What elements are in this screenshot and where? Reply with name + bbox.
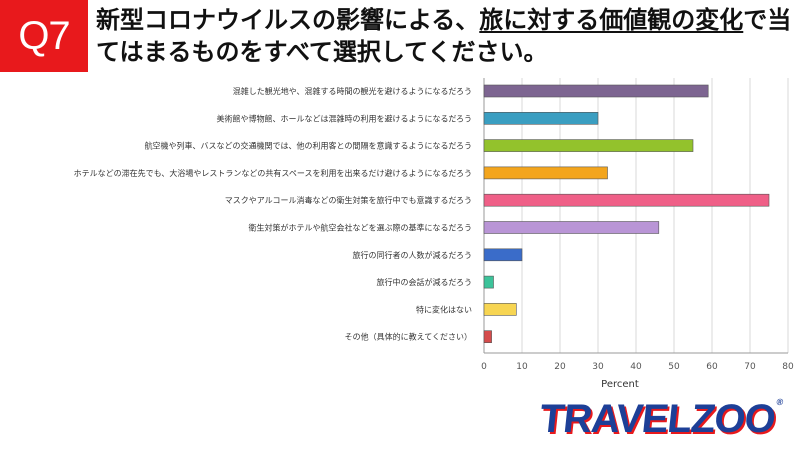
category-label: 特に変化はない	[416, 304, 472, 314]
x-tick-label: 40	[630, 362, 642, 372]
category-label: 衛生対策がホテルや航空会社などを選ぶ際の基準になるだろう	[248, 223, 472, 233]
page-title: 新型コロナウイルスの影響による、旅に対する価値観の変化で当てはまるものをすべて選…	[96, 4, 796, 68]
category-label: 美術館や博物館、ホールなどは混雑時の利用を避けるようになるだろう	[216, 113, 472, 123]
x-tick-label: 60	[706, 362, 718, 372]
bar	[483, 330, 492, 343]
x-tick-label: 20	[554, 362, 566, 372]
category-label: 旅行の同行者の人数が減るだろう	[352, 250, 472, 260]
bar	[483, 139, 694, 152]
title-part-3: で当てはまるものをすべて選択してください。	[96, 6, 792, 66]
category-label: その他（具体的に教えてください）	[345, 332, 472, 342]
category-label: 旅行中の会話が減るだろう	[376, 277, 472, 287]
bar	[483, 84, 709, 98]
bar-chart: 0 10 20 30 40 50 60 70 80 Percent 混雑した観光地や、混雑する時間の…	[74, 78, 794, 390]
x-tick-label: 70	[744, 362, 756, 372]
travelzoo-logo: TRAVELZOO®	[537, 397, 782, 442]
category-label: 混雑した観光地や、混雑する時間の観光を避けるようになるだろう	[233, 86, 472, 96]
title-part-2: 旅に対する価値観の変化	[479, 6, 744, 34]
bar	[483, 248, 523, 262]
category-label: 航空機や列車、バスなどの交通機関では、他の利用客との間隔を意識するようになるだろ…	[145, 141, 472, 151]
x-tick-label: 0	[481, 362, 487, 372]
x-tick-label: 50	[668, 362, 680, 372]
bar	[483, 111, 599, 125]
category-label: マスクやアルコール消毒などの衛生対策を旅行中でも意識するだろう	[225, 195, 472, 205]
x-tick-label: 80	[782, 362, 794, 372]
logo-text: TRAVELZOO	[537, 397, 777, 441]
category-label: ホテルなどの滞在先でも、大浴場やレストランなどの共有スペースを利用を出来るだけ避…	[74, 168, 472, 178]
logo-registered-mark: ®	[775, 397, 783, 407]
x-axis-label: Percent	[601, 379, 639, 390]
bar	[483, 221, 660, 234]
bar	[483, 275, 494, 289]
x-tick-label: 30	[592, 362, 604, 372]
question-badge: Q7	[0, 0, 88, 72]
bar	[483, 193, 770, 207]
bar	[483, 166, 608, 180]
title-part-1: 新型コロナウイルスの影響による、	[96, 6, 480, 34]
bar	[483, 303, 517, 316]
x-tick-label: 10	[516, 362, 528, 372]
